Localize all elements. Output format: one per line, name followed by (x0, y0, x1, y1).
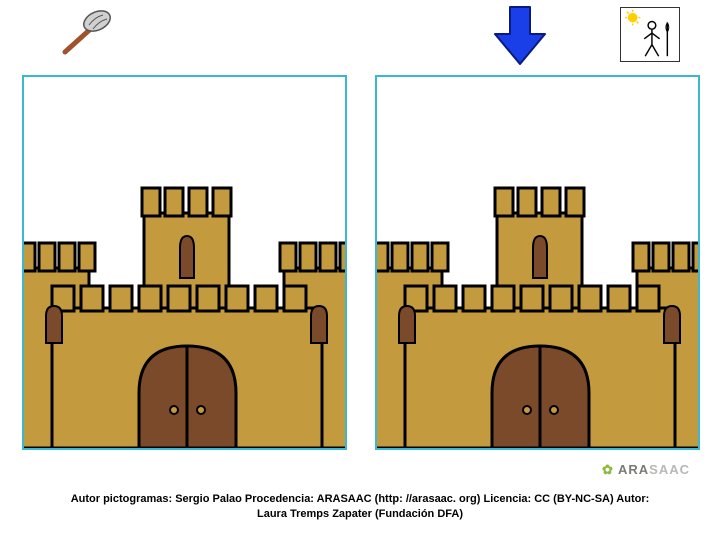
right-panel (375, 75, 700, 450)
arrow-down-icon (490, 2, 550, 67)
left-panel (22, 75, 347, 450)
castle-left (24, 148, 347, 448)
hammer-icon (55, 7, 115, 57)
brand-text-2: SAAC (649, 462, 690, 477)
credits: Autor pictogramas: Sergio Palao Proceden… (0, 492, 720, 523)
castle-right (377, 148, 700, 448)
brand-text-1: ARA (618, 462, 649, 477)
outdoor-pictogram-icon (620, 7, 680, 62)
brand-logo: ✿ ARASAAC (602, 462, 690, 478)
credits-line1: Autor pictogramas: Sergio Palao Proceden… (0, 492, 720, 507)
credits-line2: Laura Tremps Zapater (Fundación DFA) (0, 507, 720, 522)
top-icons-row (0, 2, 720, 72)
panels-row (22, 75, 702, 455)
